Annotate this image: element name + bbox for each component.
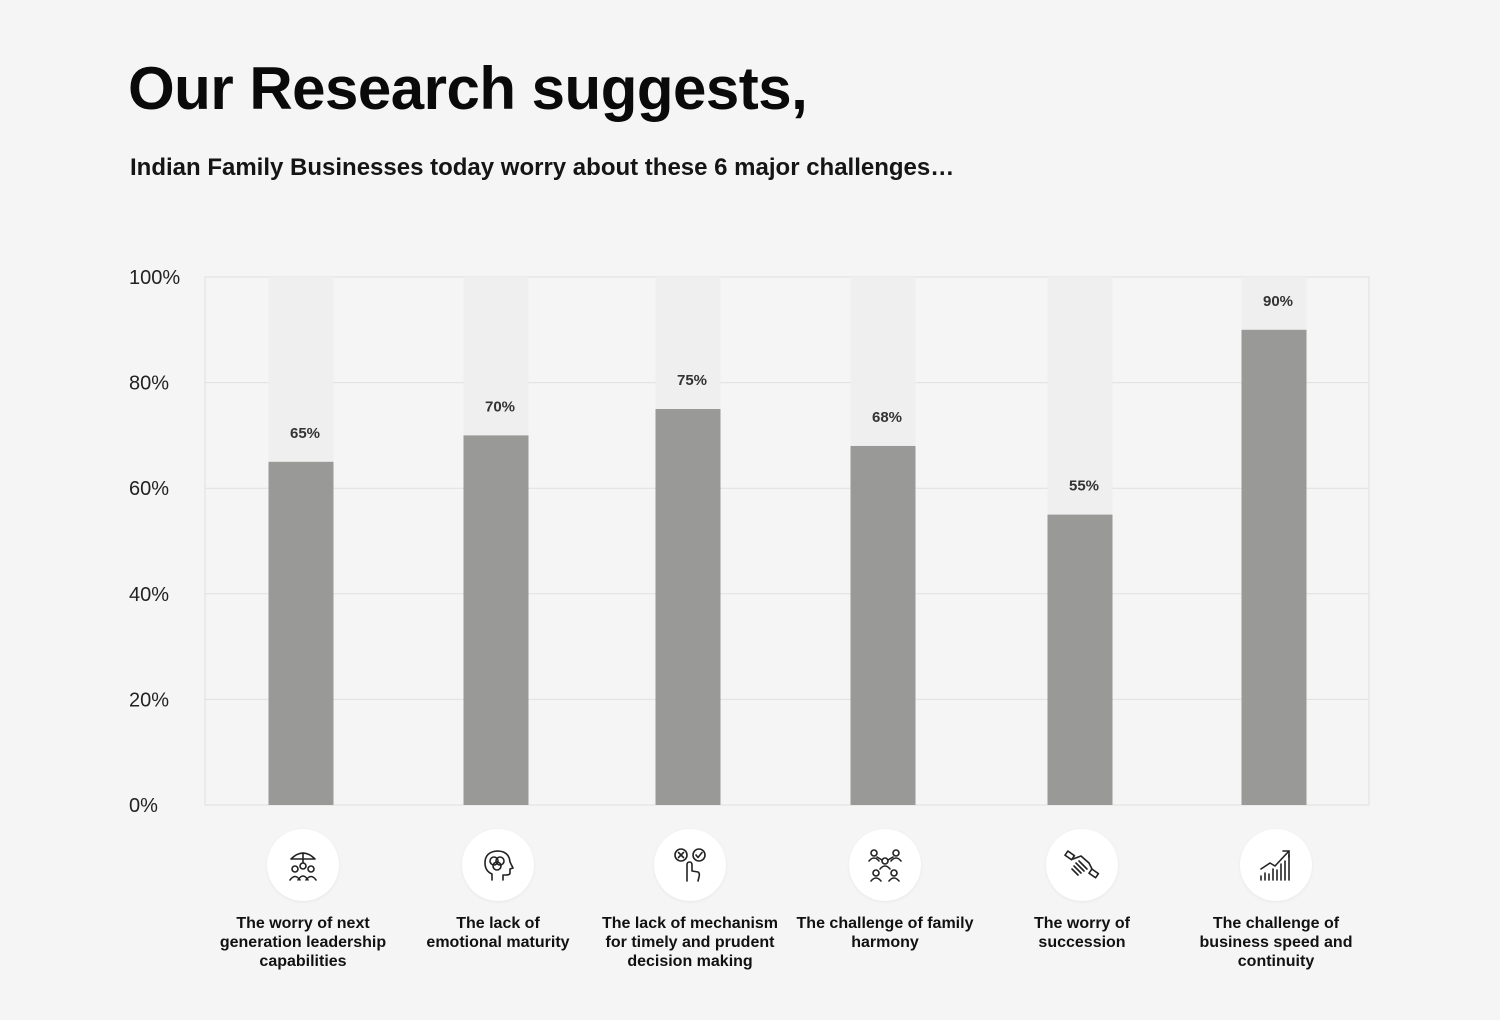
category-label-line: generation leadership bbox=[219, 934, 387, 951]
page-subtitle: Indian Family Businesses today worry abo… bbox=[130, 154, 955, 181]
category-label-line: decision making bbox=[627, 953, 753, 970]
family-network-icon bbox=[849, 829, 921, 901]
y-tick-label: 60% bbox=[129, 478, 169, 500]
category-label: The lack of mechanism for timely and prud… bbox=[595, 914, 785, 971]
page-title: Our Research suggests, bbox=[128, 55, 808, 122]
category-label: The worry of succession bbox=[987, 914, 1177, 952]
category-label: The lack of emotional maturity bbox=[403, 914, 593, 952]
decision-click-icon bbox=[654, 829, 726, 901]
bar-value-label: 55% bbox=[1069, 478, 1099, 495]
y-tick-label: 0% bbox=[129, 795, 158, 817]
category-label: The challenge of family harmony bbox=[790, 914, 980, 952]
growth-chart-icon bbox=[1240, 829, 1312, 901]
category-label-line: The worry of next bbox=[236, 915, 370, 932]
category-label-line: emotional maturity bbox=[426, 934, 570, 951]
umbrella-family-icon bbox=[267, 829, 339, 901]
category-label-line: succession bbox=[1038, 934, 1126, 951]
plot-frame bbox=[204, 276, 1370, 806]
bar-value-label: 68% bbox=[872, 409, 902, 426]
category-label-line: capabilities bbox=[259, 953, 347, 970]
category-label-line: harmony bbox=[851, 934, 919, 951]
y-tick-label: 100% bbox=[129, 267, 180, 289]
bar bbox=[1241, 329, 1307, 805]
category-label-line: The worry of bbox=[1033, 915, 1130, 932]
category-label-line: business speed and bbox=[1199, 934, 1353, 951]
bar bbox=[463, 435, 529, 805]
bar-value-label: 75% bbox=[677, 372, 707, 389]
category-label-line: for timely and prudent bbox=[605, 934, 775, 951]
head-brain-icon bbox=[462, 829, 534, 901]
category-label-line: continuity bbox=[1237, 953, 1315, 970]
category-label: The challenge of business speed and contin… bbox=[1181, 914, 1371, 971]
bar bbox=[850, 445, 916, 805]
category-label-line: The challenge of family bbox=[796, 915, 974, 932]
category-label-line: The lack of mechanism bbox=[601, 915, 779, 932]
bar bbox=[268, 461, 334, 805]
category-label-line: The challenge of bbox=[1212, 915, 1340, 932]
bar bbox=[1047, 514, 1113, 805]
handshake-icon bbox=[1046, 829, 1118, 901]
y-tick-label: 40% bbox=[129, 584, 169, 606]
category-label: The worry of next generation leadership ca… bbox=[208, 914, 398, 971]
y-tick-label: 80% bbox=[129, 373, 169, 395]
bar-value-label: 90% bbox=[1263, 293, 1293, 310]
bar bbox=[655, 409, 721, 805]
y-tick-label: 20% bbox=[129, 689, 169, 711]
bar-value-label: 65% bbox=[290, 425, 320, 442]
category-label-line: The lack of bbox=[456, 915, 540, 932]
bar-value-label: 70% bbox=[485, 398, 515, 415]
